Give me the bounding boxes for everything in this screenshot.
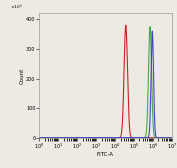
Text: $\times10^1$: $\times10^1$: [10, 3, 23, 12]
X-axis label: FITC-A: FITC-A: [97, 152, 114, 157]
Y-axis label: Count: Count: [20, 68, 25, 84]
